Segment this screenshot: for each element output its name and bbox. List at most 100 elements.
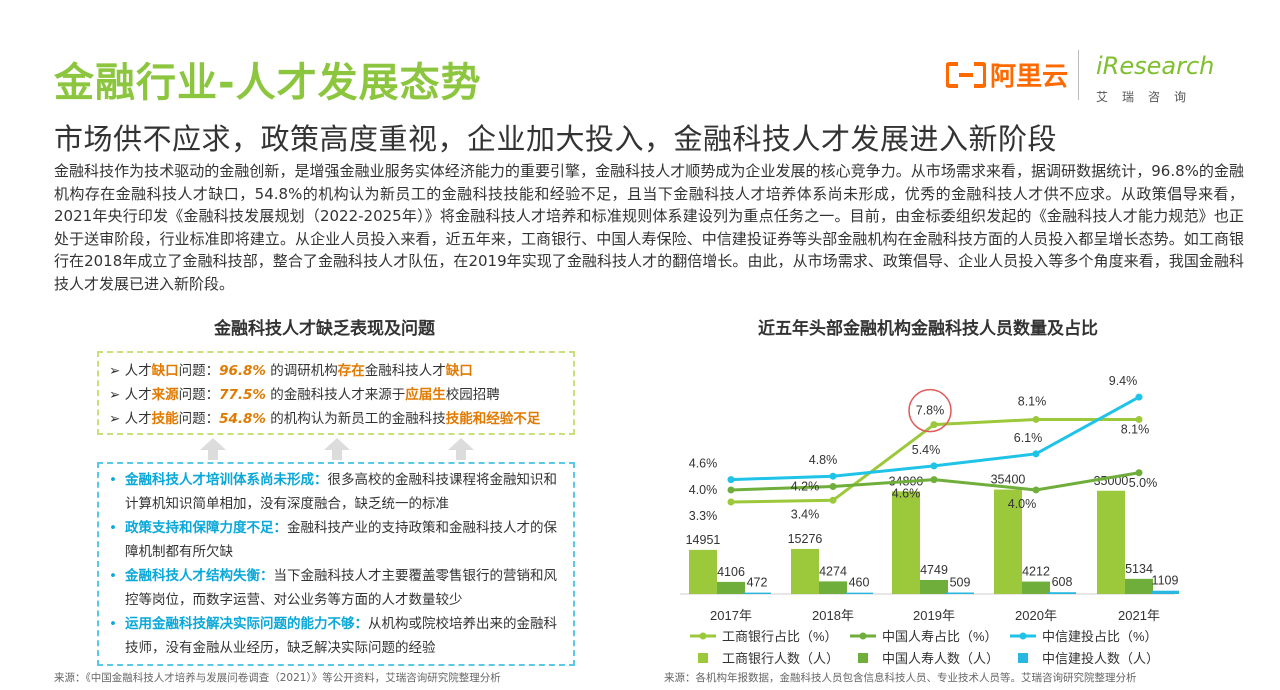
up-arrow-icon xyxy=(448,438,474,460)
line-point-2-1 xyxy=(829,472,837,480)
bar-label-1-2: 4749 xyxy=(920,563,948,577)
iresearch-logo-cn: 艾瑞咨询 xyxy=(1096,90,1201,104)
problem-item: • 运用金融科技解决实际问题的能力不够：从机构或院校培养出来的金融科技师，没有金融… xyxy=(109,616,557,656)
alibaba-cloud-logo-icon xyxy=(946,62,986,88)
bar-label-2-1: 460 xyxy=(849,576,870,590)
line-point-1-0 xyxy=(727,486,735,494)
legend-line-dot-0 xyxy=(699,632,707,640)
problem-item: • 政策支持和保障力度不足：金融科技产业的支持政策和金融科技人才的保障机制都有所欠… xyxy=(109,520,557,560)
x-tick-label-3: 2020年 xyxy=(1015,608,1057,623)
bar-2-0 xyxy=(743,592,771,594)
left-source-note: 来源：《中国金融科技人才培养与发展问卷调查（2021）》等公开资料，艾瑞咨询研究… xyxy=(54,672,501,684)
line-label-1-2: 4.6% xyxy=(892,487,921,501)
bar-label-1-4: 5134 xyxy=(1125,562,1153,576)
line-point-0-1 xyxy=(829,496,837,504)
bar-0-4 xyxy=(1097,490,1125,594)
bar-label-2-2: 509 xyxy=(950,575,971,589)
legend-line-dot-1 xyxy=(859,632,867,640)
legend-swatch-0 xyxy=(698,653,708,663)
x-tick-label-4: 2021年 xyxy=(1118,608,1160,623)
line-point-0-0 xyxy=(727,498,735,506)
left-panel-title: 金融科技人才缺乏表现及问题 xyxy=(214,319,435,339)
line-point-1-2 xyxy=(930,476,938,484)
line-label-0-2: 7.8% xyxy=(916,404,945,418)
page-subtitle: 市场供不应求，政策高度重视，企业加大投入，金融科技人才发展进入新阶段 xyxy=(54,122,1058,156)
bar-label-1-3: 4212 xyxy=(1022,565,1050,579)
x-tick-label-1: 2018年 xyxy=(812,608,854,623)
logo-divider xyxy=(1078,50,1079,100)
bar-0-0 xyxy=(689,549,717,594)
chart-title: 近五年头部金融机构金融科技人员数量及占比 xyxy=(758,319,1098,339)
legend-label-bar-2: 中信建投人数（人） xyxy=(1042,651,1159,666)
line-label-0-1: 3.4% xyxy=(791,507,820,521)
bar-0-1 xyxy=(791,548,819,594)
logo-area: 阿里云 iResearch 艾瑞咨询 xyxy=(946,48,1226,108)
bar-label-1-0: 4106 xyxy=(717,565,745,579)
line-label-2-2: 5.4% xyxy=(912,443,941,457)
line-point-1-4 xyxy=(1135,469,1143,477)
legend-label-line-1: 中国人寿占比（%） xyxy=(882,629,998,644)
bar-label-2-0: 472 xyxy=(747,576,768,590)
issue-item: ➢ 人才缺口问题：96.8% 的调研机构存在金融科技人才缺口 xyxy=(109,363,473,379)
legend-label-bar-0: 工商银行人数（人） xyxy=(722,651,839,666)
legend-swatch-1 xyxy=(858,653,868,663)
line-label-2-1: 4.8% xyxy=(809,453,838,467)
bar-2-3 xyxy=(1048,592,1076,594)
legend-label-bar-1: 中国人寿人数（人） xyxy=(882,651,999,666)
alibaba-cloud-logo-text: 阿里云 xyxy=(990,62,1069,92)
line-label-2-3: 6.1% xyxy=(1014,431,1043,445)
line-label-0-4: 8.1% xyxy=(1121,422,1150,436)
line-point-0-4 xyxy=(1135,415,1143,423)
bar-1-4 xyxy=(1125,578,1153,594)
line-label-1-3: 4.0% xyxy=(1008,497,1037,511)
issue-item: ➢ 人才来源问题：77.5% 的金融科技人才来源于应届生校园招聘 xyxy=(109,387,500,403)
bar-1-3 xyxy=(1022,581,1050,594)
line-label-1-1: 4.2% xyxy=(791,480,820,494)
line-point-2-2 xyxy=(930,462,938,470)
bar-1-1 xyxy=(819,581,847,594)
issue-item: ➢ 人才技能问题：54.8% 的机构认为新员工的金融科技技能和经验不足 xyxy=(109,411,541,427)
bar-label-0-3: 35400 xyxy=(991,473,1026,487)
iresearch-logo-text: iResearch xyxy=(1096,52,1215,80)
page-title: 金融行业-人才发展态势 xyxy=(54,60,482,106)
bar-label-1-1: 4274 xyxy=(819,564,847,578)
talent-problems-box: • 金融科技人才培训体系尚未形成：很多高校的金融科技课程将金融知识和计算机知识简单… xyxy=(97,462,575,666)
problem-item: • 金融科技人才培训体系尚未形成：很多高校的金融科技课程将金融知识和计算机知识简单… xyxy=(109,472,557,512)
highlight-circle xyxy=(908,388,952,433)
line-point-0-3 xyxy=(1032,415,1040,423)
line-point-2-3 xyxy=(1032,450,1040,458)
line-label-1-0: 4.0% xyxy=(689,483,718,497)
chart-source-note: 来源：各机构年报数据，金融科技人员包含信息科技人员、专业技术人员等。艾瑞咨询研究… xyxy=(664,672,1137,684)
line-label-0-3: 8.1% xyxy=(1018,394,1047,408)
bar-0-2 xyxy=(892,491,920,594)
line-label-0-0: 3.3% xyxy=(689,509,718,523)
line-point-2-0 xyxy=(727,476,735,484)
intro-paragraph: 金融科技作为技术驱动的金融创新，是增强金融业服务实体经济能力的重要引擎，金融科技… xyxy=(54,162,1244,293)
bar-label-2-3: 608 xyxy=(1052,575,1073,589)
line-label-2-0: 4.6% xyxy=(689,457,718,471)
legend-label-line-0: 工商银行占比（%） xyxy=(722,629,838,644)
bar-2-2 xyxy=(946,592,974,594)
line-point-0-2 xyxy=(930,421,938,429)
line-label-1-4: 5.0% xyxy=(1129,476,1158,490)
bar-2-4 xyxy=(1151,590,1179,594)
bar-1-0 xyxy=(717,581,745,594)
x-tick-label-2: 2019年 xyxy=(913,608,955,623)
legend-swatch-2 xyxy=(1018,653,1028,663)
legend-label-line-2: 中信建投占比（%） xyxy=(1042,629,1158,644)
bar-label-2-4: 1109 xyxy=(1152,574,1179,588)
line-point-2-4 xyxy=(1135,393,1143,401)
line-label-2-4: 9.4% xyxy=(1109,374,1138,388)
line-point-1-3 xyxy=(1032,486,1040,494)
bar-label-0-1: 15276 xyxy=(788,532,823,546)
bar-2-1 xyxy=(845,592,873,594)
bar-label-0-0: 14951 xyxy=(686,533,721,547)
bar-1-2 xyxy=(920,579,948,594)
x-tick-label-0: 2017年 xyxy=(710,608,752,623)
problem-item: • 金融科技人才结构失衡：当下金融科技人才主要覆盖零售银行的营销和风控等岗位，而数… xyxy=(109,568,557,608)
up-arrow-icon xyxy=(200,438,226,460)
line-point-1-1 xyxy=(829,483,837,491)
talent-shortage-box: ➢ 人才缺口问题：96.8% 的调研机构存在金融科技人才缺口 ➢ 人才来源问题：… xyxy=(97,351,575,435)
legend-line-dot-2 xyxy=(1019,632,1027,640)
